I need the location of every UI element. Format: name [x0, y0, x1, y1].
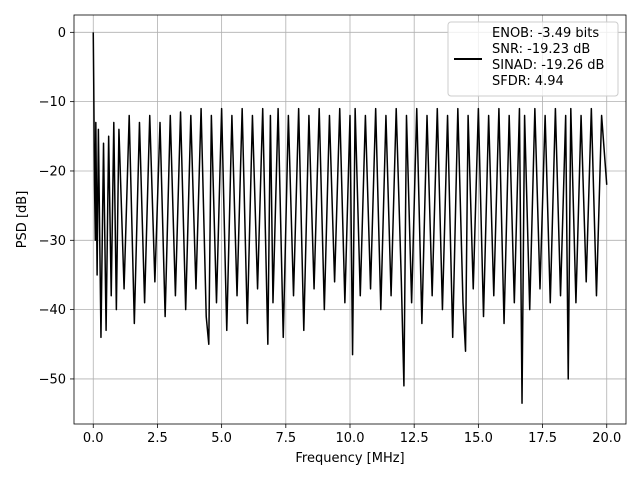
y-tick-label: −20 [39, 164, 66, 179]
x-tick-label: 20.0 [592, 431, 621, 446]
legend-label-line: ENOB: -3.49 bits [492, 26, 599, 41]
y-axis-label: PSD [dB] [15, 191, 30, 249]
x-tick-label: 12.5 [400, 431, 429, 446]
legend-label-line: SINAD: -19.26 dB [492, 58, 604, 73]
x-tick-label: 10.0 [336, 431, 365, 446]
x-tick-label: 15.0 [464, 431, 493, 446]
x-tick-label: 7.5 [275, 431, 296, 446]
legend-label: ENOB: -3.49 bits SNR: -19.23 dB SINAD: -19… [492, 26, 604, 89]
legend: ENOB: -3.49 bits SNR: -19.23 dB SINAD: -19… [447, 21, 619, 97]
y-axis-ticks: 0 −10 −20 −30 −40 −50 [39, 26, 74, 387]
plot-area [92, 32, 608, 404]
psd-series-line [92, 32, 608, 404]
y-tick-label: −40 [39, 303, 66, 318]
x-axis-ticks: 0.0 2.5 5.0 7.5 10.0 12.5 15.0 17.5 20.0 [83, 424, 621, 446]
legend-label-line: SFDR: 4.94 [492, 74, 564, 89]
legend-label-line: SNR: -19.23 dB [492, 42, 590, 57]
x-axis-label: Frequency [MHz] [295, 451, 404, 466]
y-tick-label: −50 [39, 372, 66, 387]
x-tick-label: 0.0 [83, 431, 104, 446]
legend-box [447, 21, 619, 97]
x-tick-label: 2.5 [147, 431, 168, 446]
y-tick-label: 0 [58, 26, 66, 41]
x-tick-label: 5.0 [211, 431, 232, 446]
x-tick-label: 17.5 [528, 431, 557, 446]
y-tick-label: −30 [39, 234, 66, 249]
y-tick-label: −10 [39, 95, 66, 110]
